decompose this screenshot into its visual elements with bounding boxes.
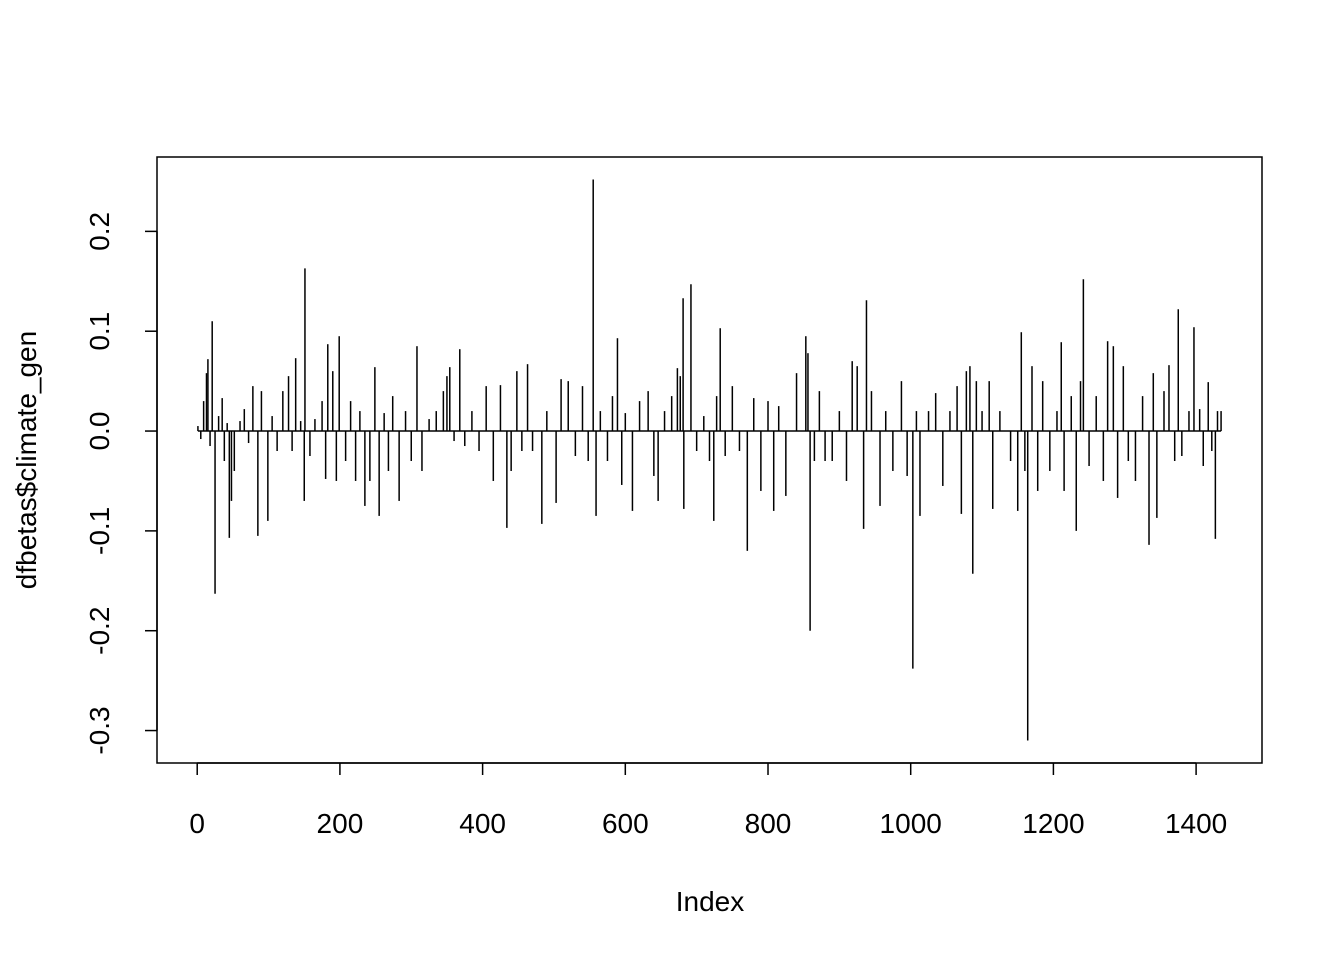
x-tick-label: 1400 <box>1165 808 1227 839</box>
x-tick-label: 400 <box>459 808 506 839</box>
x-axis-label: Index <box>676 886 745 917</box>
y-tick-label: -0.2 <box>84 607 115 655</box>
x-tick-label: 0 <box>189 808 205 839</box>
x-tick-label: 800 <box>745 808 792 839</box>
x-tick-label: 1200 <box>1022 808 1084 839</box>
y-tick-label: -0.3 <box>84 706 115 754</box>
x-tick-label: 1000 <box>880 808 942 839</box>
y-tick-label: 0.2 <box>84 212 115 251</box>
y-tick-label: 0.1 <box>84 312 115 351</box>
y-tick-label: 0.0 <box>84 412 115 451</box>
x-tick-label: 600 <box>602 808 649 839</box>
y-axis-label: dfbetas$climate_gen <box>11 331 42 589</box>
y-tick-label: -0.1 <box>84 507 115 555</box>
x-tick-label: 200 <box>317 808 364 839</box>
